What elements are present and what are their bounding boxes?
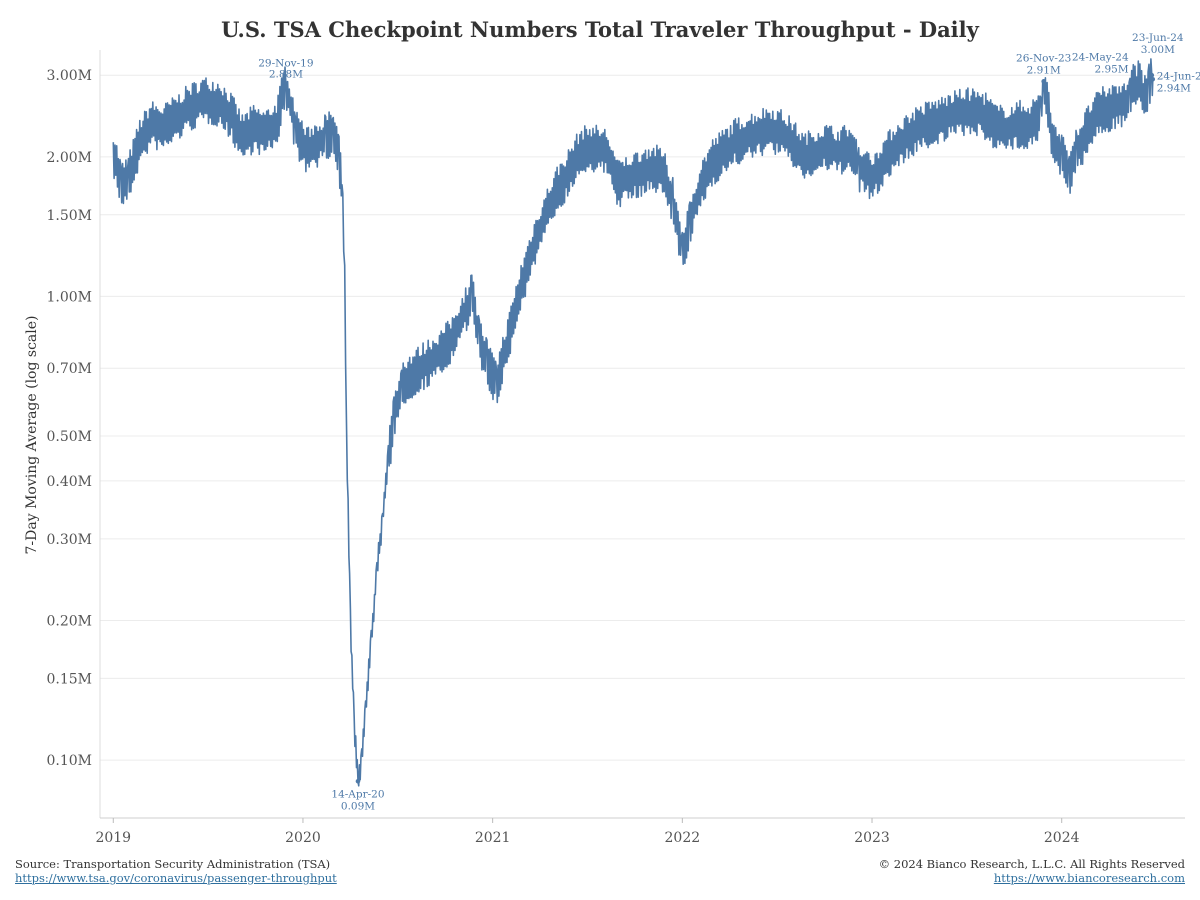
y-tick-label: 2.00M bbox=[46, 150, 92, 166]
annotation-value: 0.09M bbox=[341, 800, 375, 812]
series-group bbox=[112, 58, 1154, 787]
gridlines bbox=[100, 74, 1185, 761]
annotations: 29-Nov-192.88M14-Apr-200.09M26-Nov-232.9… bbox=[258, 32, 1200, 812]
x-tick-label: 2019 bbox=[95, 830, 131, 846]
annotation-marker bbox=[1149, 72, 1155, 78]
source-text: Source: Transportation Security Administ… bbox=[15, 857, 331, 871]
annotation-date: 14-Apr-20 bbox=[331, 788, 384, 800]
source-link[interactable]: https://www.tsa.gov/coronavirus/passenge… bbox=[15, 871, 337, 885]
y-tick-label: 0.10M bbox=[46, 753, 92, 769]
annotation-marker bbox=[1134, 76, 1139, 81]
y-tick-label: 1.00M bbox=[46, 289, 92, 305]
y-axis-label: 7-Day Moving Average (log scale) bbox=[24, 316, 40, 555]
y-tick-label: 1.50M bbox=[46, 208, 92, 224]
x-axis-ticks: 2019 2020 2021 2022 2023 2024 bbox=[95, 818, 1080, 846]
chart-title: U.S. TSA Checkpoint Numbers Total Travel… bbox=[221, 17, 980, 42]
y-tick-label: 0.15M bbox=[46, 671, 92, 687]
annotation-date: 24-Jun-24 bbox=[1157, 70, 1200, 82]
y-axis-ticks: 3.00M 2.00M 1.50M 1.00M 0.70M 0.50M 0.40M 0.30M… bbox=[46, 68, 92, 769]
annotation-date: 29-Nov-19 bbox=[258, 57, 313, 69]
annotation-date: 24-May-24 bbox=[1072, 52, 1129, 64]
series-line bbox=[112, 58, 1154, 787]
footer-copyright: © 2024 Bianco Research, L.L.C. All Right… bbox=[879, 857, 1185, 885]
y-tick-label: 0.30M bbox=[46, 532, 92, 548]
annotation-date: 26-Nov-23 bbox=[1016, 52, 1071, 64]
y-tick-label: 0.50M bbox=[46, 429, 92, 445]
annotation-value: 2.95M bbox=[1094, 64, 1128, 76]
x-tick-label: 2024 bbox=[1044, 830, 1080, 846]
x-tick-label: 2021 bbox=[475, 830, 511, 846]
axes bbox=[99, 50, 1185, 819]
annotation-value: 3.00M bbox=[1141, 44, 1175, 56]
footer-source: Source: Transportation Security Administ… bbox=[15, 857, 337, 885]
annotation-date: 23-Jun-24 bbox=[1132, 32, 1184, 44]
annotation-value: 2.94M bbox=[1157, 82, 1191, 94]
y-tick-label: 3.00M bbox=[46, 68, 92, 84]
annotation-marker bbox=[283, 81, 289, 86]
annotation-marker bbox=[355, 778, 361, 784]
y-tick-label: 0.40M bbox=[46, 474, 92, 490]
y-tick-label: 0.70M bbox=[46, 361, 92, 377]
annotation-value: 2.88M bbox=[269, 68, 303, 80]
annotation-marker bbox=[1150, 76, 1156, 82]
copyright-text: © 2024 Bianco Research, L.L.C. All Right… bbox=[878, 857, 1185, 871]
x-tick-label: 2022 bbox=[665, 830, 701, 846]
x-tick-label: 2023 bbox=[854, 830, 890, 846]
annotation-value: 2.91M bbox=[1027, 64, 1061, 76]
x-tick-label: 2020 bbox=[285, 830, 321, 846]
y-tick-label: 0.20M bbox=[46, 613, 92, 629]
website-link[interactable]: https://www.biancoresearch.com bbox=[993, 871, 1185, 885]
annotation-marker bbox=[1041, 79, 1046, 84]
